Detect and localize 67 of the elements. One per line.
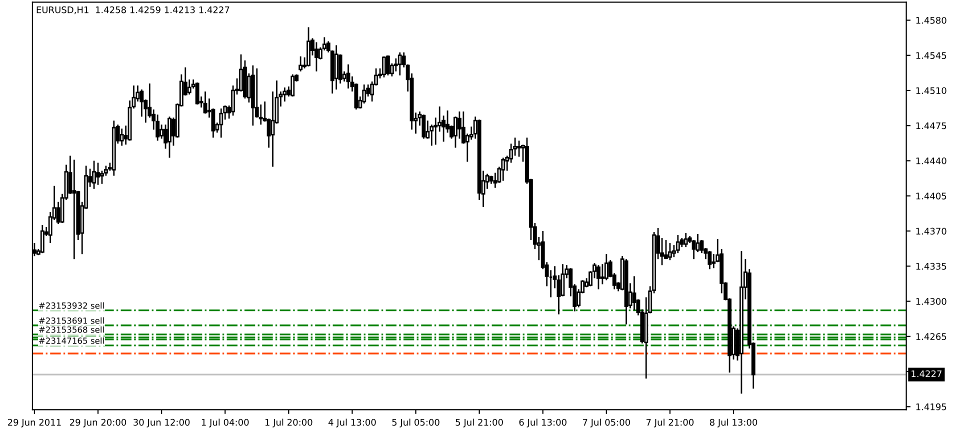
x-tick-label: 7 Jul 21:00 — [646, 418, 694, 428]
candlestick — [314, 42, 318, 72]
candlestick — [604, 253, 608, 281]
candlestick — [501, 157, 506, 182]
candlestick — [708, 250, 712, 270]
candlestick — [454, 116, 458, 148]
candlestick — [120, 128, 124, 146]
x-tick-label: 1 Jul 20:00 — [265, 418, 312, 428]
y-tick-label: 1.4195 — [916, 403, 946, 410]
candlestick — [596, 264, 600, 290]
ref-line-label: #23153691 sell — [39, 317, 104, 324]
x-tick-label: 7 Jul 05:00 — [582, 418, 630, 428]
candlestick — [72, 159, 76, 260]
y-tick-label: 1.4580 — [916, 16, 946, 24]
ref-line-label: 1.4227 — [912, 370, 942, 378]
ref-line-label: #23153932 sell — [39, 302, 104, 309]
x-tick-label: 6 Jul 13:00 — [519, 418, 566, 428]
y-tick-label: 1.4405 — [916, 192, 946, 200]
x-tick-label: 5 Jul 05:00 — [392, 418, 440, 428]
candlestick — [398, 52, 402, 76]
candlestick — [712, 253, 716, 269]
x-tick-label: 5 Jul 21:00 — [456, 418, 503, 428]
y-tick-label: 1.4370 — [916, 228, 946, 235]
candlestick — [290, 74, 295, 98]
y-tick-label: 1.4510 — [916, 87, 946, 94]
x-tick-label: 30 Jun 12:00 — [134, 418, 190, 428]
candlestick — [386, 54, 390, 76]
candlestick — [219, 108, 224, 138]
x-tick-label: 29 Jun 20:00 — [70, 418, 126, 428]
x-tick-label: 4 Jul 13:00 — [328, 418, 376, 428]
candlestick — [600, 263, 604, 285]
candlestick — [382, 56, 386, 78]
candlestick — [517, 140, 521, 158]
candlestick — [298, 56, 303, 72]
x-tick-label: 29 Jun 2011 — [8, 418, 61, 428]
ref-line-label: #23147165 sell — [39, 337, 104, 344]
candlestick — [92, 160, 96, 190]
y-tick-label: 1.4300 — [916, 298, 946, 305]
y-tick-label: 1.4475 — [916, 122, 946, 130]
candlestick — [160, 124, 164, 140]
y-tick-label: 1.4335 — [916, 262, 946, 270]
candlestick — [684, 232, 688, 248]
chart-title: EURUSD,H1 1.4258 1.4259 1.4213 1.4227 — [36, 6, 230, 14]
candlestick — [100, 170, 104, 185]
candlestick — [40, 224, 44, 254]
candlestick — [632, 275, 636, 312]
candlestick — [156, 114, 160, 142]
candlestick — [668, 242, 672, 261]
candlestick — [96, 162, 100, 186]
candlestick — [270, 90, 275, 168]
candlestick — [346, 64, 350, 90]
candlestick — [168, 116, 172, 158]
y-tick-label: 1.4440 — [916, 157, 946, 164]
y-tick-label: 1.4545 — [916, 52, 946, 59]
candlestick — [676, 234, 680, 254]
candlestick — [195, 82, 200, 106]
ref-line-label: #23153568 sell — [39, 326, 104, 333]
candlestick — [187, 78, 192, 96]
y-tick-label: 1.4265 — [916, 333, 946, 340]
x-tick-label: 8 Jul 13:00 — [710, 418, 758, 428]
candlestick — [422, 114, 426, 140]
candlestick — [457, 110, 462, 140]
candlestick — [258, 104, 263, 126]
candlestick — [282, 86, 287, 102]
x-tick-label: 1 Jul 04:00 — [202, 418, 249, 428]
candlestick — [203, 90, 208, 114]
candlestick — [362, 84, 366, 104]
